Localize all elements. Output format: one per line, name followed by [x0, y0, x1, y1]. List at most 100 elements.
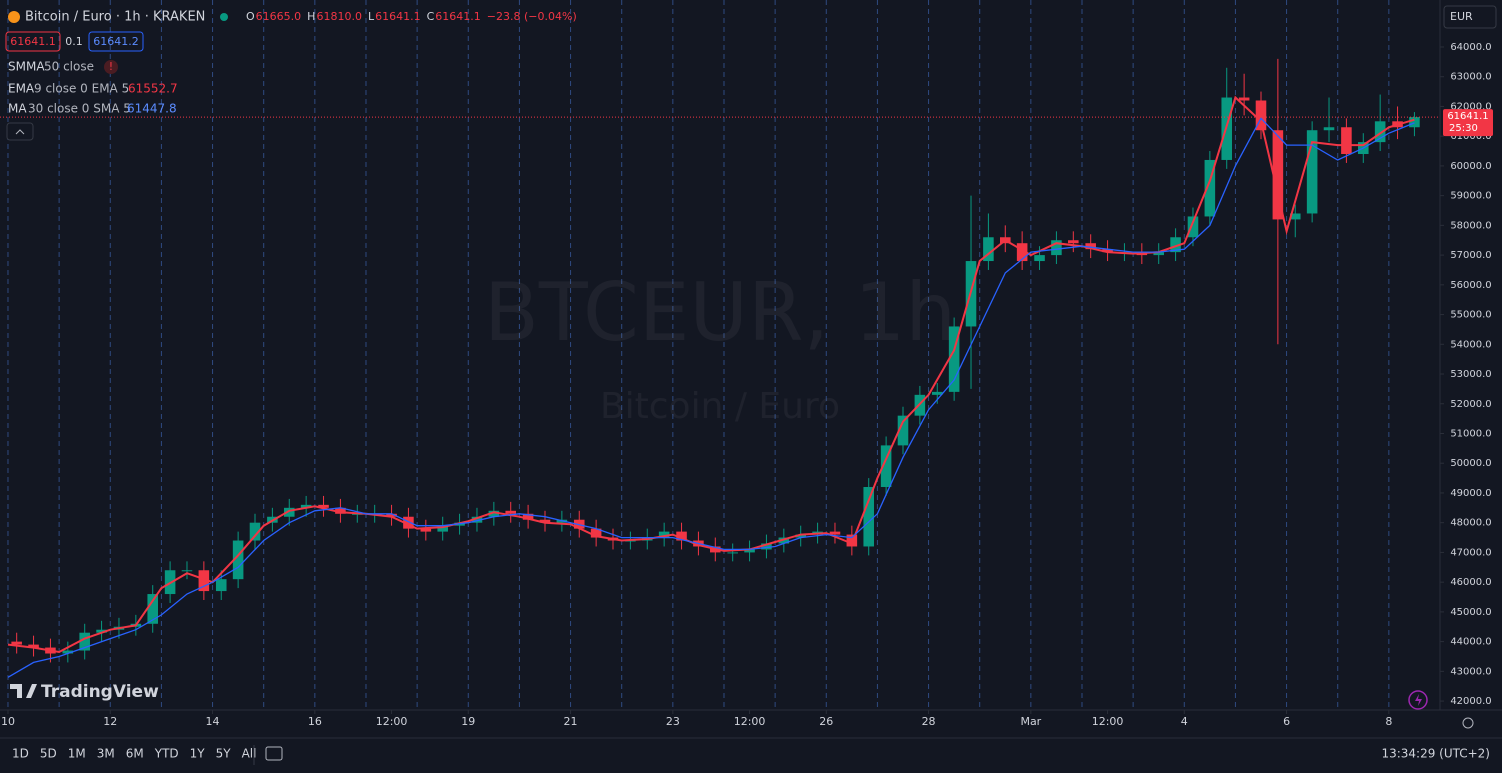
range-button[interactable]: 5D	[40, 747, 57, 761]
y-tick-label: 49000.0	[1450, 488, 1491, 499]
candle-body	[232, 540, 244, 580]
last-price-label: 61641.1	[1447, 111, 1488, 122]
ask-price[interactable]: 61641.2	[93, 35, 139, 48]
candle-body	[625, 540, 636, 542]
candle-body	[983, 237, 994, 262]
candle-body	[1051, 240, 1062, 256]
range-button[interactable]: 3M	[97, 747, 115, 761]
indicator-line	[7, 95, 1415, 654]
range-button[interactable]: All	[242, 747, 257, 761]
range-button[interactable]: 6M	[126, 747, 144, 761]
candle-body	[1409, 117, 1420, 128]
candle-body	[1238, 97, 1250, 101]
range-button[interactable]: 1D	[12, 747, 29, 761]
buy-box[interactable]	[88, 31, 144, 52]
candle-body	[880, 445, 892, 488]
date-range-icon[interactable]	[265, 746, 283, 761]
spread: 0.1	[65, 35, 83, 48]
x-tick-label: 23	[666, 715, 680, 728]
y-tick-label: 53000.0	[1450, 369, 1491, 380]
candle-body	[1085, 243, 1096, 250]
candle-body	[539, 519, 551, 523]
currency-button[interactable]	[1443, 5, 1497, 29]
candle-body	[249, 522, 261, 541]
candle-body	[181, 570, 193, 572]
candle-body	[761, 543, 772, 550]
market-status[interactable]	[220, 13, 228, 21]
indicator-error-icon[interactable]	[104, 60, 118, 74]
ohlc-legend: O 61665.0 H 61810.0 L 61641.1 C 61641.1 −23.8 (−…	[246, 10, 577, 23]
x-tick-label: 12:00	[1092, 715, 1124, 728]
x-tick-label: Mar	[1020, 715, 1041, 728]
y-tick-label: 54000.0	[1450, 339, 1491, 350]
clock[interactable]: 13:34:29 (UTC+2)	[1381, 747, 1490, 761]
candle-body	[505, 510, 517, 514]
ohlc-value: 61810.0	[316, 10, 362, 23]
candle-body	[96, 629, 107, 633]
candle-body	[1153, 252, 1164, 256]
candle-body	[283, 507, 295, 517]
candle-body	[386, 513, 397, 517]
y-tick-label: 61000.0	[1450, 131, 1491, 142]
candle-body	[1034, 255, 1045, 262]
bid-price[interactable]: 61641.1	[10, 35, 56, 48]
candle-body	[846, 534, 858, 547]
y-tick-label: 60000.0	[1450, 161, 1491, 172]
collapse-legend[interactable]	[6, 122, 34, 141]
range-button[interactable]: YTD	[154, 747, 179, 761]
change: −23.8 (−0.04%)	[487, 10, 577, 23]
range-button[interactable]: 1M	[68, 747, 86, 761]
alert-bolt	[1415, 694, 1422, 706]
candle-body	[471, 516, 483, 523]
alert-icon[interactable]	[1408, 690, 1428, 710]
y-tick-label: 43000.0	[1450, 666, 1491, 677]
x-tick-label: 26	[819, 715, 833, 728]
candle-body	[1374, 121, 1386, 143]
candle-body	[1187, 216, 1199, 238]
indicator-name[interactable]: EMA	[8, 82, 35, 96]
currency[interactable]: EUR	[1450, 10, 1473, 23]
x-tick-label: 10	[1, 715, 15, 728]
ohlc-key: O	[246, 10, 255, 23]
candle-body	[658, 531, 670, 538]
sell-box[interactable]	[5, 31, 61, 52]
ohlc-key: C	[427, 10, 435, 23]
watermark: BTCEUR, 1h	[484, 266, 956, 359]
indicator-params: 9 close 0 EMA 5	[34, 82, 129, 96]
candle-body	[863, 487, 875, 547]
range-button[interactable]: 5Y	[216, 747, 232, 761]
error-mark: !	[109, 60, 113, 73]
x-tick-label: 21	[564, 715, 578, 728]
candle-body	[11, 641, 22, 645]
candle-body	[147, 594, 158, 624]
candle-body	[1289, 213, 1301, 220]
x-tick-label: 16	[308, 715, 322, 728]
candle-body	[300, 504, 312, 508]
candle-body	[676, 531, 687, 541]
candle-body	[62, 650, 74, 654]
candle-body	[1170, 237, 1181, 253]
y-tick-label: 62000.0	[1450, 101, 1491, 112]
indicator-name[interactable]: MA	[8, 102, 27, 116]
y-tick-label: 64000.0	[1450, 42, 1491, 53]
indicator-name[interactable]: SMMA	[8, 60, 45, 74]
candle-body	[488, 510, 500, 517]
range-button[interactable]: 1Y	[190, 747, 206, 761]
y-tick-label: 44000.0	[1450, 637, 1491, 648]
candle-body	[1016, 243, 1028, 262]
candle-body	[744, 549, 755, 553]
brand[interactable]: TradingView	[41, 682, 159, 702]
candle-body	[215, 579, 227, 592]
indicator-value: 61447.8	[127, 102, 177, 116]
indicator-line	[7, 117, 1415, 678]
x-tick-label: 6	[1283, 715, 1290, 728]
settings-icon[interactable]	[1462, 717, 1474, 729]
x-tick-label: 8	[1385, 715, 1392, 728]
candle-body	[727, 552, 738, 554]
ohlc-value: 61641.1	[375, 10, 421, 23]
last-price-box	[1443, 109, 1493, 137]
symbol-title[interactable]: Bitcoin / Euro · 1h · KRAKEN	[25, 10, 205, 25]
candle-body	[28, 644, 39, 648]
candle-body	[778, 537, 790, 544]
